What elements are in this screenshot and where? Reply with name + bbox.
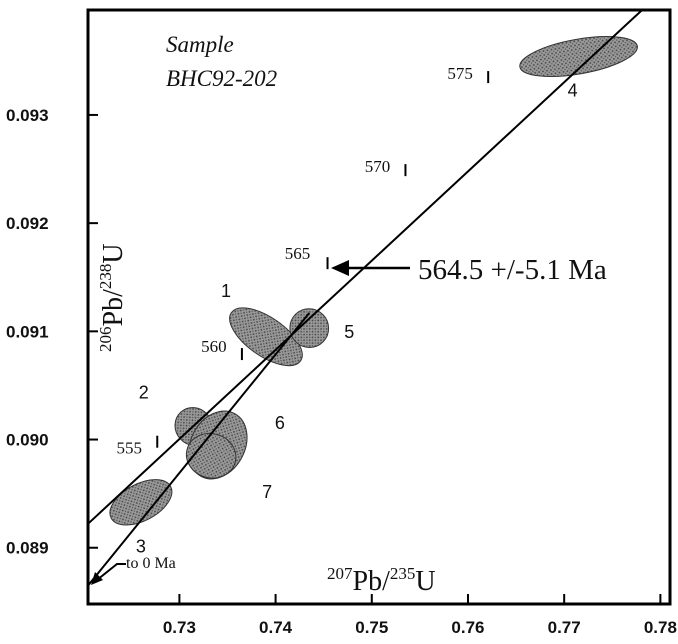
age-mark-label-560: 560 — [201, 337, 227, 356]
age-result-annotation: 564.5 +/-5.1 Ma — [331, 254, 607, 286]
y-tick-label: 0.091 — [6, 322, 49, 341]
error-ellipse-1 — [229, 307, 303, 367]
y-tick-label: 0.089 — [6, 539, 49, 558]
y-label-mass-1: 206 — [96, 327, 115, 353]
x-axis-label: 207Pb/235U — [327, 564, 436, 597]
y-tick-label: 0.093 — [6, 106, 49, 125]
to-zero-annotation: to 0 Ma — [91, 555, 176, 585]
x-tick-label: 0.78 — [644, 618, 677, 637]
age-mark-label-570: 570 — [365, 157, 391, 176]
concordia-age-marks — [156, 71, 490, 448]
x-tick-label: 0.74 — [259, 618, 293, 637]
y-axis-label: 206Pb/238U — [96, 243, 129, 352]
x-tick-label: 0.77 — [548, 618, 581, 637]
error-ellipse-5 — [289, 308, 330, 348]
ellipse-label-2: 2 — [139, 383, 149, 403]
y-label-mass-2: 238 — [96, 264, 115, 290]
age-result-arrow-head — [331, 260, 349, 276]
y-axis: 0.089 0.090 0.091 0.092 0.093 — [6, 106, 98, 558]
ellipse-labels: 1 2 3 4 5 6 7 — [136, 81, 578, 557]
y-label-base: Pb/ — [98, 289, 129, 327]
ellipse-label-5: 5 — [344, 322, 354, 342]
ellipse-label-1: 1 — [221, 281, 231, 301]
x-label-mass-2: 235 — [390, 564, 416, 583]
ellipse-label-3: 3 — [136, 536, 146, 556]
x-label-tail: U — [415, 566, 435, 597]
age-mark-label-555: 555 — [117, 439, 143, 458]
age-mark-label-575: 575 — [447, 64, 473, 83]
ellipse-label-4: 4 — [568, 81, 578, 101]
error-ellipse-7 — [185, 432, 237, 479]
age-result-text: 564.5 +/-5.1 Ma — [418, 254, 607, 286]
y-tick-label: 0.092 — [6, 214, 49, 233]
plot-frame — [86, 8, 672, 606]
x-tick-label: 0.76 — [451, 618, 484, 637]
error-ellipse-4 — [519, 36, 638, 77]
sample-label-line-1: Sample — [166, 32, 234, 57]
error-ellipse-3 — [109, 479, 173, 526]
sample-label-line-2: BHC92-202 — [166, 66, 277, 91]
x-label-base: Pb/ — [353, 566, 391, 597]
to-zero-arrow-head — [91, 572, 103, 585]
age-mark-label-565: 565 — [285, 244, 311, 263]
discordia-line — [88, 312, 311, 587]
y-label-tail: U — [98, 243, 129, 263]
ellipse-label-6: 6 — [275, 413, 285, 433]
x-label-mass-1: 207 — [327, 564, 353, 583]
x-tick-label: 0.75 — [355, 618, 388, 637]
x-tick-label: 0.73 — [163, 618, 196, 637]
ellipse-label-7: 7 — [262, 482, 272, 502]
x-axis: 0.73 0.74 0.75 0.76 0.77 0.78 — [163, 594, 677, 637]
y-tick-label: 0.090 — [6, 431, 49, 450]
to-zero-arrow-shaft — [96, 563, 126, 581]
to-zero-text: to 0 Ma — [126, 555, 176, 572]
